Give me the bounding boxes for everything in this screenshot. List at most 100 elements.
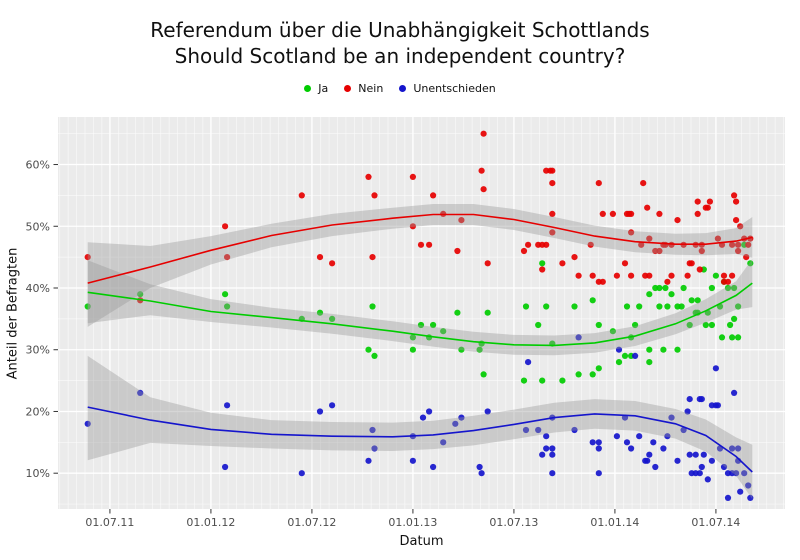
scatter-point: [646, 291, 653, 298]
scatter-point: [595, 439, 602, 446]
scatter-point: [615, 359, 623, 366]
scatter-point: [549, 180, 556, 187]
scatter-point: [708, 321, 716, 329]
scatter-point: [656, 210, 663, 217]
scatter-point: [674, 457, 681, 464]
scatter-point: [371, 445, 378, 452]
scatter-point: [615, 346, 623, 353]
scatter-point: [454, 309, 461, 316]
scatter-point: [426, 241, 433, 248]
scatter-point: [724, 278, 732, 285]
scatter-point: [632, 321, 639, 329]
scatter-point: [549, 470, 556, 477]
scatter-point: [595, 365, 602, 372]
y-axis-title: Anteil der Befragten: [5, 247, 21, 380]
scatter-point: [480, 130, 487, 137]
scatter-point: [698, 463, 705, 471]
scatter-point: [733, 470, 740, 477]
trend-line: [87, 282, 753, 347]
scatter-point: [638, 241, 645, 248]
scatter-point: [724, 284, 732, 292]
scatter-point: [440, 439, 447, 446]
scatter-point: [644, 457, 651, 464]
scatter-point: [595, 470, 602, 477]
scatter-point: [702, 321, 709, 329]
scatter-point: [692, 451, 699, 458]
scatter-point: [745, 241, 752, 248]
scatter-point: [664, 433, 671, 440]
scatter-point: [440, 328, 447, 335]
scatter-point: [298, 470, 305, 477]
scatter-point: [735, 445, 742, 452]
scatter-point: [587, 241, 594, 248]
scatter-point: [644, 204, 651, 211]
scatter-point: [628, 210, 635, 217]
y-tick-label: 20%: [26, 405, 50, 418]
scatter-point: [409, 346, 416, 353]
scatter-point: [535, 426, 542, 434]
scatter-point: [599, 278, 606, 285]
scatter-point: [539, 377, 546, 384]
scatter-point: [458, 217, 465, 224]
scatter-point: [549, 167, 556, 174]
scatter-point: [559, 260, 566, 267]
y-tick-label: 60%: [26, 159, 50, 172]
scatter-point: [478, 167, 485, 174]
scatter-point: [458, 346, 465, 353]
legend-item-unentschieden: Unentschieden: [399, 82, 496, 95]
scatter-point: [684, 272, 691, 279]
legend: Ja Nein Unentschieden: [0, 82, 800, 95]
scatter-point: [316, 254, 324, 261]
scatter-point: [698, 396, 705, 403]
x-tick-label: 01.01.13: [388, 516, 437, 529]
scatter-point: [735, 334, 742, 341]
scatter-point: [731, 315, 738, 322]
scatter-point: [737, 223, 744, 230]
scatter-point: [452, 420, 459, 427]
legend-item-label: Unentschieden: [413, 82, 496, 95]
scatter-point: [458, 414, 465, 421]
scatter-point: [609, 210, 617, 217]
scatter-point: [686, 321, 693, 329]
x-tick-label: 01.07.14: [691, 516, 740, 529]
scatter-point: [369, 426, 376, 434]
legend-dot-icon: [344, 85, 352, 92]
scatter-point: [735, 241, 742, 248]
scatter-point: [522, 426, 530, 434]
scatter-point: [409, 334, 416, 341]
scatter-point: [636, 433, 643, 440]
scatter-point: [733, 217, 740, 224]
scatter-point: [609, 328, 617, 335]
scatter-point: [595, 445, 602, 452]
scatter-point: [656, 247, 663, 255]
scatter-point: [137, 291, 144, 298]
scatter-point: [704, 476, 711, 483]
scatter-point: [417, 321, 425, 329]
scatter-point: [613, 433, 621, 440]
scatter-point: [575, 371, 582, 378]
scatter-point: [539, 260, 546, 267]
scatter-point: [708, 284, 716, 292]
scatter-point: [747, 260, 754, 267]
scatter-point: [365, 457, 372, 464]
scatter-point: [628, 229, 635, 236]
scatter-point: [454, 247, 461, 255]
scatter-point: [589, 272, 596, 279]
scatter-point: [543, 433, 550, 440]
scatter-point: [426, 408, 433, 415]
scatter-point: [329, 402, 336, 409]
scatter-point: [632, 352, 639, 359]
scatter-point: [684, 408, 691, 415]
scatter-point: [371, 192, 378, 199]
scatter-point: [430, 192, 437, 199]
scatter-point: [696, 266, 703, 273]
scatter-point: [409, 223, 416, 230]
scatter-point: [316, 309, 324, 316]
scatter-point: [680, 426, 687, 434]
scatter-point: [222, 291, 229, 298]
scatter-point: [628, 445, 635, 452]
scatter-point: [735, 247, 742, 255]
scatter-point: [737, 488, 744, 495]
x-tick-label: 01.07.12: [287, 516, 336, 529]
